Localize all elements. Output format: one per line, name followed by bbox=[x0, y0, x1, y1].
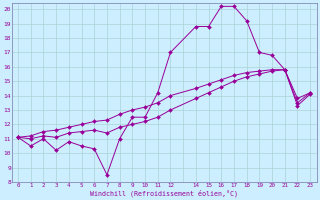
X-axis label: Windchill (Refroidissement éolien,°C): Windchill (Refroidissement éolien,°C) bbox=[90, 189, 238, 197]
